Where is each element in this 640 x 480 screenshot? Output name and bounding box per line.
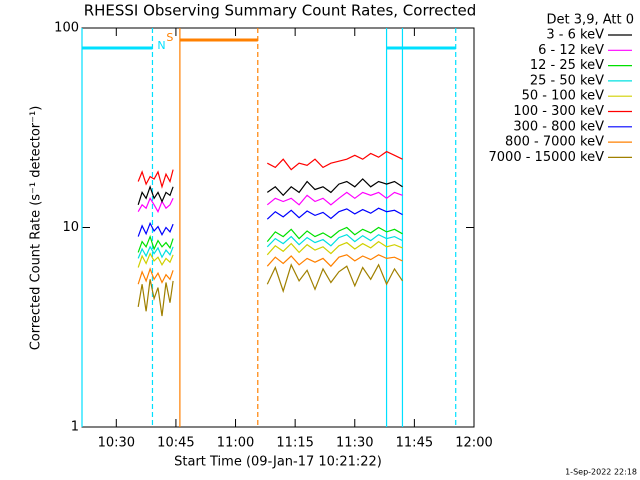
y-tick-label: 100 (54, 21, 79, 36)
legend-label: 7000 - 15000 keV (489, 150, 605, 165)
legend-label: 3 - 6 keV (546, 28, 604, 43)
legend-title: Det 3,9, Att 0 (547, 13, 634, 28)
series-line (137, 263, 403, 317)
legend-label: 800 - 7000 keV (505, 135, 604, 150)
x-tick-label: 11:45 (396, 436, 433, 451)
x-tick-label: 11:30 (336, 436, 373, 451)
series-line (137, 254, 403, 285)
series-line (137, 207, 403, 237)
y-tick-label: 10 (62, 220, 79, 235)
y-tick-label: 1 (71, 420, 79, 435)
legend-label: 12 - 25 keV (530, 58, 604, 73)
event-label: N (157, 39, 165, 52)
x-tick-label: 10:45 (157, 436, 194, 451)
series-line (137, 240, 403, 268)
event-label: S (166, 31, 173, 44)
legend-label: 50 - 100 keV (522, 89, 605, 104)
legend-label: 100 - 300 keV (513, 104, 604, 119)
series-line (137, 191, 403, 214)
x-axis-label: Start Time (09-Jan-17 10:21:22) (174, 455, 382, 470)
legend-label: 300 - 800 keV (513, 119, 604, 134)
x-tick-label: 12:00 (455, 436, 492, 451)
x-tick-label: 11:00 (217, 436, 254, 451)
y-axis-label: Corrected Count Rate (s⁻¹ detector⁻¹) (29, 106, 44, 351)
chart-title: RHESSI Observing Summary Count Rates, Co… (84, 2, 477, 20)
plot-frame (81, 27, 475, 428)
legend-label: 6 - 12 keV (538, 43, 604, 58)
series-line (137, 178, 403, 205)
series-line (137, 150, 403, 189)
series-line (137, 234, 403, 259)
timestamp: 1-Sep-2022 22:18 (565, 468, 637, 477)
legend-label: 25 - 50 keV (530, 73, 604, 88)
x-tick-label: 11:15 (276, 436, 313, 451)
series-line (137, 226, 403, 253)
x-tick-label: 10:30 (98, 436, 135, 451)
